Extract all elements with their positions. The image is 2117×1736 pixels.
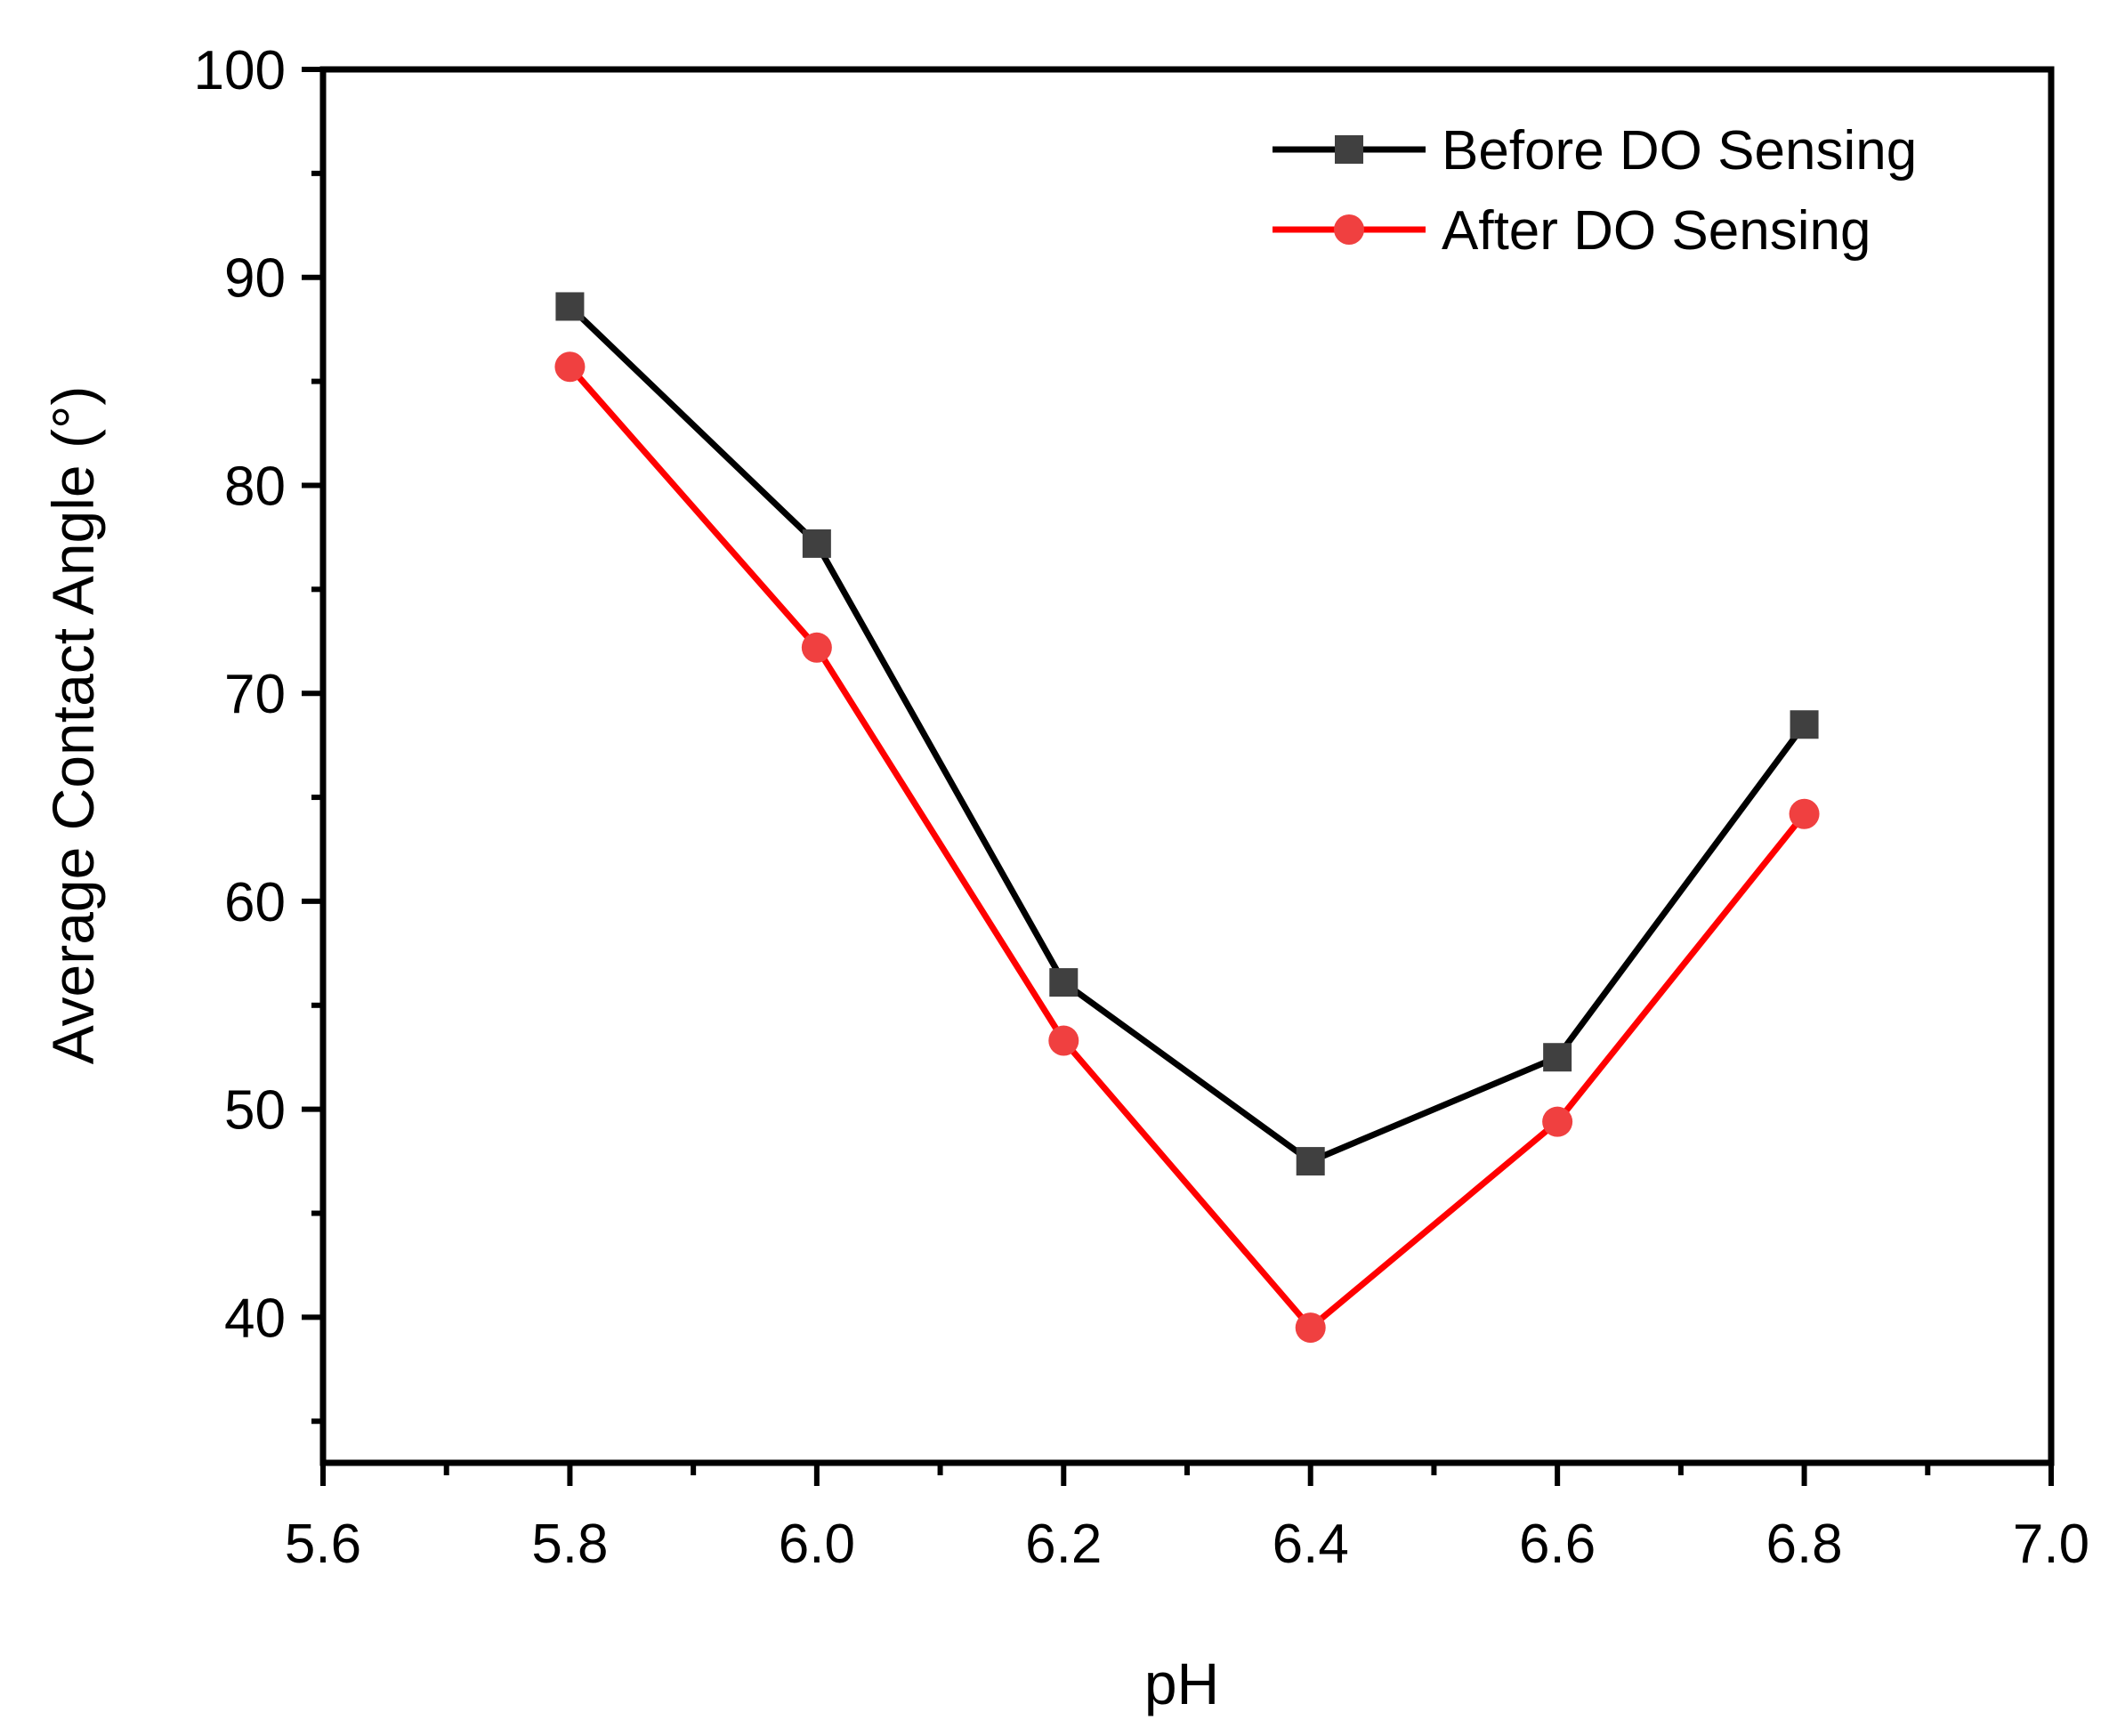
x-tick-label: 5.8: [531, 1514, 608, 1575]
data-point-before: [802, 529, 831, 558]
legend-label-before: Before DO Sensing: [1442, 120, 1917, 182]
y-axis-title: Average Contact Angle (°): [40, 386, 106, 1065]
legend: Before DO Sensing After DO Sensing: [1273, 120, 1917, 262]
series-line-after: [567, 364, 1807, 1331]
plot-frame: [319, 66, 2055, 1466]
data-point-before: [555, 292, 585, 321]
x-tick-label: 6.8: [1766, 1514, 1842, 1575]
x-axis: 5.6 5.8 6.0 6.2 6.4 6.6 6.8 7.0: [285, 1463, 2089, 1575]
data-point-after: [1048, 1025, 1079, 1056]
y-tick-label: 70: [224, 664, 286, 725]
x-tick-label: 6.6: [1519, 1514, 1596, 1575]
data-point-before: [1790, 710, 1819, 739]
series-layer: [554, 292, 1820, 1344]
x-tick-label: 6.4: [1273, 1514, 1349, 1575]
series-line-before: [567, 303, 1807, 1165]
data-point-after: [1295, 1312, 1326, 1344]
x-axis-title: pH: [1144, 1651, 1219, 1716]
x-tick-label: 7.0: [2013, 1514, 2089, 1575]
y-tick-label: 90: [224, 248, 286, 310]
legend-marker-before: [1335, 135, 1363, 164]
y-tick-label: 40: [224, 1288, 286, 1349]
data-point-before: [1049, 968, 1079, 997]
data-point-after: [1542, 1106, 1573, 1137]
x-tick-label: 6.2: [1025, 1514, 1102, 1575]
y-tick-label: 60: [224, 872, 286, 933]
y-tick-label: 80: [224, 456, 286, 517]
data-point-before: [1296, 1147, 1325, 1176]
y-tick-label: 100: [194, 40, 286, 101]
x-tick-label: 5.6: [285, 1514, 361, 1575]
data-point-before: [1543, 1043, 1572, 1072]
y-tick-label: 50: [224, 1080, 286, 1142]
plot-frame-group: [319, 66, 2055, 1466]
x-tick-label: 6.0: [779, 1514, 855, 1575]
y-axis: 40 50 60 70 80 90 100: [194, 40, 323, 1425]
data-point-after: [554, 351, 586, 383]
data-point-after: [1789, 798, 1820, 829]
legend-label-after: After DO Sensing: [1442, 200, 1871, 262]
data-point-after: [801, 632, 832, 663]
legend-marker-after: [1334, 214, 1364, 245]
